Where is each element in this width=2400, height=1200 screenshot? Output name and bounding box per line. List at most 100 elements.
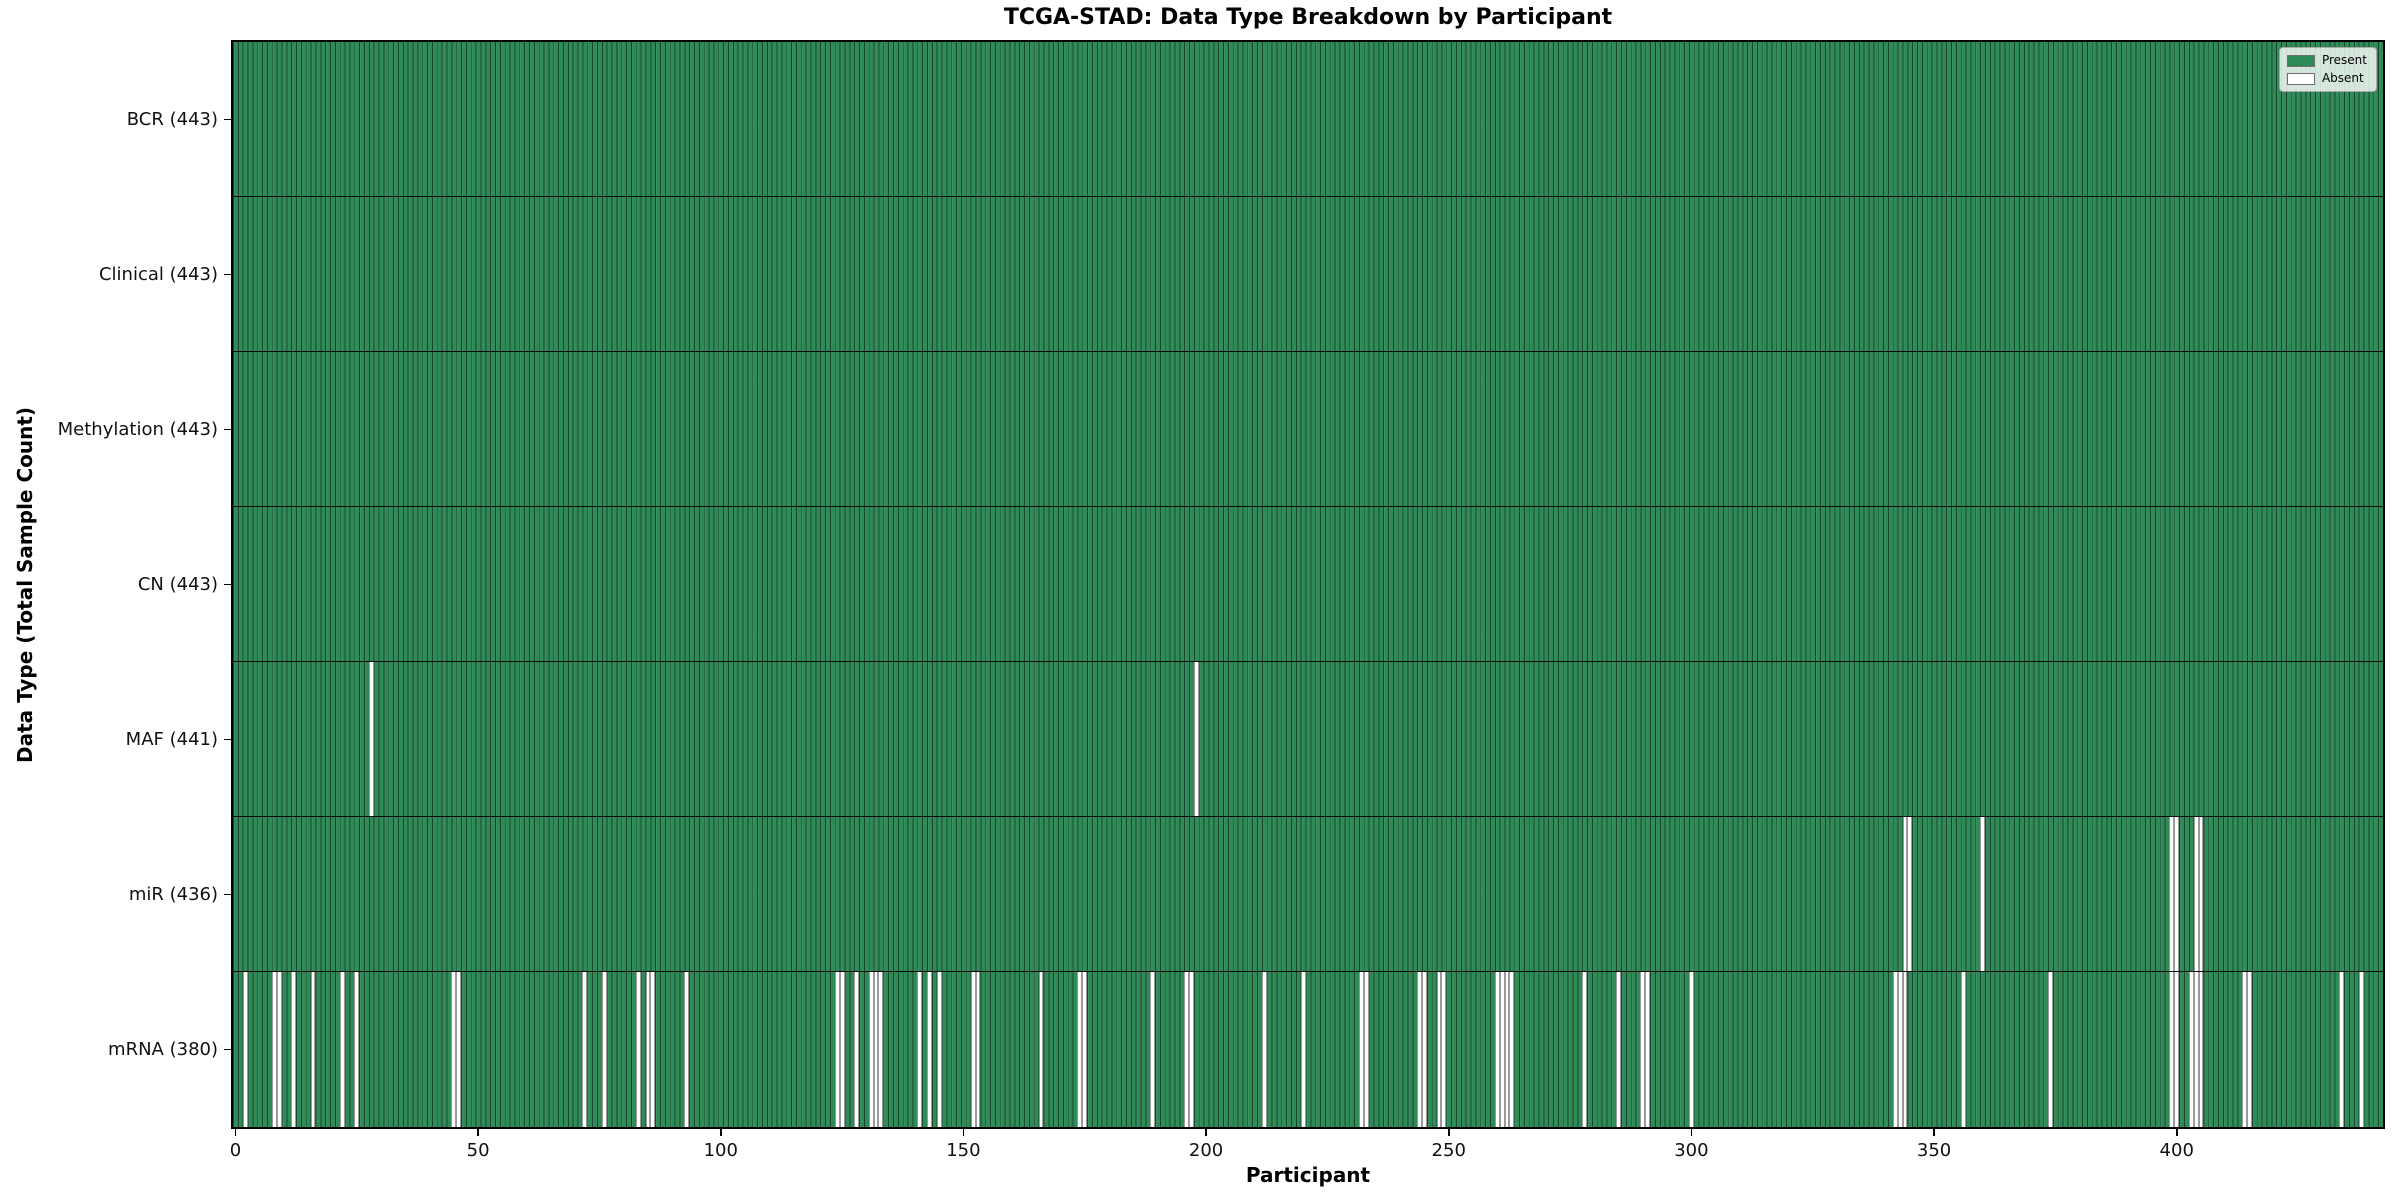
absent-bar — [1189, 972, 1194, 1127]
y-tick-mark — [224, 1048, 232, 1051]
x-tick-mark — [1447, 1128, 1450, 1136]
absent-bar — [1499, 972, 1505, 1127]
absent-bar — [2339, 972, 2345, 1127]
y-tick-mark — [224, 118, 232, 121]
absent-bar — [2198, 972, 2204, 1127]
absent-bar — [354, 972, 360, 1127]
legend-label-absent: Absent — [2321, 71, 2364, 85]
x-tick-label: 50 — [466, 1140, 490, 1161]
absent-bar — [1436, 972, 1442, 1127]
absent-bar — [1640, 972, 1646, 1127]
absent-bar — [1582, 972, 1588, 1127]
x-tick-label: 350 — [1916, 1140, 1952, 1161]
absent-bar — [601, 972, 607, 1127]
legend-label-present: Present — [2321, 53, 2367, 67]
y-tick-label: Clinical (443) — [98, 263, 218, 285]
absent-bar — [1441, 972, 1447, 1127]
absent-bar — [456, 972, 462, 1127]
heatmap-row-bcr — [233, 42, 2383, 197]
x-tick-label: 150 — [946, 1140, 981, 1161]
absent-bar — [868, 972, 874, 1127]
absent-bar — [1077, 972, 1083, 1127]
absent-bar — [873, 972, 879, 1127]
absent-bar — [1358, 972, 1364, 1127]
absent-bar — [975, 972, 981, 1127]
x-tick-mark — [719, 1128, 722, 1136]
heatmap-row-methylation — [233, 352, 2383, 507]
absent-bar — [1616, 972, 1622, 1127]
absent-bar — [970, 972, 976, 1127]
x-axis-label: Participant — [1245, 1163, 1371, 1187]
heatmap-row-clinical — [233, 197, 2383, 352]
absent-bar — [276, 972, 282, 1127]
heatmap-row-maf — [233, 662, 2383, 817]
absent-bar — [310, 972, 316, 1127]
absent-bar — [1150, 972, 1156, 1127]
y-tick-label: CN (443) — [137, 573, 218, 595]
heatmap-row-mir — [233, 817, 2383, 972]
absent-bar — [917, 972, 923, 1127]
absent-bar — [1902, 972, 1908, 1127]
absent-bar — [291, 972, 297, 1127]
absent-bar — [2169, 972, 2175, 1127]
absent-bar — [368, 662, 374, 816]
absent-swatch-icon — [2286, 72, 2315, 85]
x-tick-label: 400 — [2159, 1140, 2194, 1161]
y-tick-mark — [224, 893, 232, 896]
x-tick-mark — [2175, 1128, 2178, 1136]
absent-bar — [582, 972, 588, 1127]
absent-bar — [242, 972, 248, 1127]
absent-bar — [2198, 817, 2204, 971]
absent-bar — [1300, 972, 1306, 1127]
x-tick-mark — [477, 1128, 479, 1136]
x-tick-label: 300 — [1674, 1140, 1709, 1161]
x-tick-label: 200 — [1188, 1140, 1224, 1161]
absent-bar — [1417, 972, 1423, 1127]
x-tick-mark — [1205, 1128, 1207, 1136]
absent-bar — [2169, 817, 2175, 971]
absent-bar — [854, 972, 860, 1127]
y-tick-label: MAF (441) — [125, 728, 218, 750]
x-tick-mark — [1933, 1128, 1935, 1136]
absent-bar — [834, 972, 840, 1127]
absent-bar — [2247, 972, 2252, 1127]
y-tick-label: BCR (443) — [126, 108, 218, 130]
absent-bar — [1261, 972, 1267, 1127]
x-tick-mark — [234, 1128, 237, 1136]
absent-bar — [650, 972, 656, 1127]
absent-bar — [1193, 662, 1199, 816]
y-tick-label: mRNA (380) — [108, 1038, 218, 1060]
y-tick-label: miR (436) — [128, 883, 218, 905]
absent-bar — [1902, 817, 1908, 971]
absent-bar — [1082, 972, 1088, 1127]
x-tick-label: 0 — [229, 1140, 242, 1161]
plot-area: Present Absent — [231, 40, 2385, 1129]
absent-bar — [1363, 972, 1369, 1127]
legend-item-absent: Absent — [2286, 71, 2367, 85]
absent-bar — [1494, 972, 1500, 1127]
legend-item-present: Present — [2286, 53, 2367, 67]
absent-bar — [2193, 972, 2199, 1127]
absent-bar — [635, 972, 641, 1127]
heatmap-row-cn — [233, 507, 2383, 662]
y-tick-mark — [224, 273, 232, 276]
absent-bar — [839, 972, 845, 1127]
chart-title: TCGA-STAD: Data Type Breakdown by Partic… — [1003, 5, 1613, 30]
absent-bar — [2358, 972, 2364, 1127]
y-tick-label: Methylation (443) — [57, 418, 218, 440]
absent-bar — [1504, 972, 1510, 1127]
x-tick-label: 250 — [1431, 1140, 1466, 1161]
absent-bar — [2193, 817, 2199, 971]
absent-bar — [936, 972, 942, 1127]
y-tick-mark — [224, 583, 232, 586]
absent-bar — [2174, 972, 2180, 1127]
absent-bar — [1688, 972, 1694, 1127]
absent-bar — [1184, 972, 1190, 1127]
absent-bar — [451, 972, 457, 1127]
absent-bar — [2188, 972, 2194, 1127]
y-tick-mark — [224, 738, 232, 741]
absent-bar — [1422, 972, 1427, 1127]
absent-bar — [1980, 817, 1986, 971]
heatmap-row-mrna — [233, 972, 2383, 1127]
